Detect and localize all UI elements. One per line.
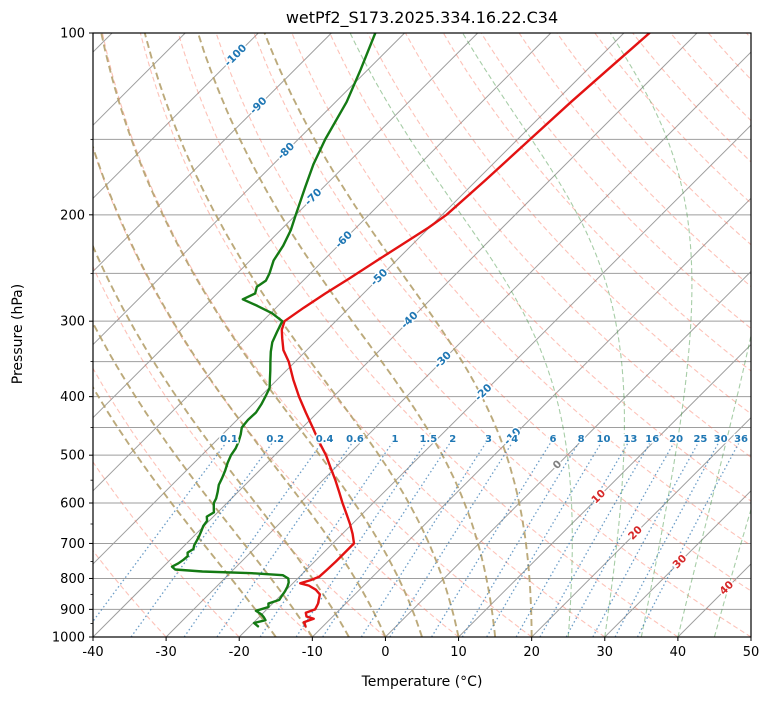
mixing-ratio-labels: 0.1 0.2 0.4 0.6 1 1.5 2 3 4 6 8 10 13 16 20 25 30 36 xyxy=(219,432,750,446)
svg-text:-10: -10 xyxy=(302,645,323,660)
y-axis-ticks: 100 200 300 400 500 600 700 800 900 1000 xyxy=(52,27,93,646)
moist-adiabat-lines-tan xyxy=(93,33,533,637)
svg-text:0.2: 0.2 xyxy=(266,434,284,445)
svg-text:500: 500 xyxy=(60,449,85,464)
svg-text:3: 3 xyxy=(485,434,492,445)
svg-text:20: 20 xyxy=(523,645,540,660)
svg-text:400: 400 xyxy=(60,390,85,405)
svg-text:-20: -20 xyxy=(229,645,250,660)
svg-text:0.4: 0.4 xyxy=(316,434,334,445)
svg-text:0.1: 0.1 xyxy=(220,434,238,445)
svg-text:50: 50 xyxy=(743,645,760,660)
svg-text:2: 2 xyxy=(449,434,456,445)
pressure-gridlines xyxy=(93,33,751,637)
moist-adiabat-lines-green xyxy=(349,33,751,637)
svg-text:16: 16 xyxy=(645,434,659,445)
isotherm-lines xyxy=(93,33,751,637)
x-axis-ticks: -40 -30 -20 -10 0 10 20 30 40 50 xyxy=(82,637,759,660)
svg-text:10: 10 xyxy=(597,434,611,445)
svg-text:20: 20 xyxy=(669,434,683,445)
svg-text:1000: 1000 xyxy=(52,631,85,646)
svg-text:30: 30 xyxy=(597,645,614,660)
svg-text:700: 700 xyxy=(60,537,85,552)
svg-text:36: 36 xyxy=(734,434,748,445)
svg-text:1.5: 1.5 xyxy=(419,434,437,445)
temperature-line xyxy=(280,33,651,628)
svg-text:30: 30 xyxy=(714,434,728,445)
svg-text:900: 900 xyxy=(60,603,85,618)
svg-text:800: 800 xyxy=(60,572,85,587)
svg-text:4: 4 xyxy=(511,434,518,445)
svg-text:25: 25 xyxy=(693,434,707,445)
chart-title: wetPf2_S173.2025.334.16.22.C34 xyxy=(285,8,559,27)
svg-text:1: 1 xyxy=(392,434,399,445)
plot-frame xyxy=(92,32,752,638)
svg-text:8: 8 xyxy=(578,434,585,445)
svg-text:6: 6 xyxy=(549,434,556,445)
svg-text:600: 600 xyxy=(60,497,85,512)
svg-text:0.6: 0.6 xyxy=(346,434,364,445)
x-axis-label: Temperature (°C) xyxy=(361,674,483,690)
svg-text:200: 200 xyxy=(60,208,85,223)
svg-text:10: 10 xyxy=(450,645,467,660)
svg-text:0: 0 xyxy=(381,645,389,660)
dewpoint-line xyxy=(170,33,377,628)
svg-text:300: 300 xyxy=(60,315,85,330)
svg-text:100: 100 xyxy=(60,27,85,42)
svg-text:40: 40 xyxy=(670,645,687,660)
svg-text:13: 13 xyxy=(623,434,637,445)
mixing-ratio-lines xyxy=(93,443,740,637)
svg-text:-40: -40 xyxy=(82,645,103,660)
svg-text:-30: -30 xyxy=(155,645,176,660)
